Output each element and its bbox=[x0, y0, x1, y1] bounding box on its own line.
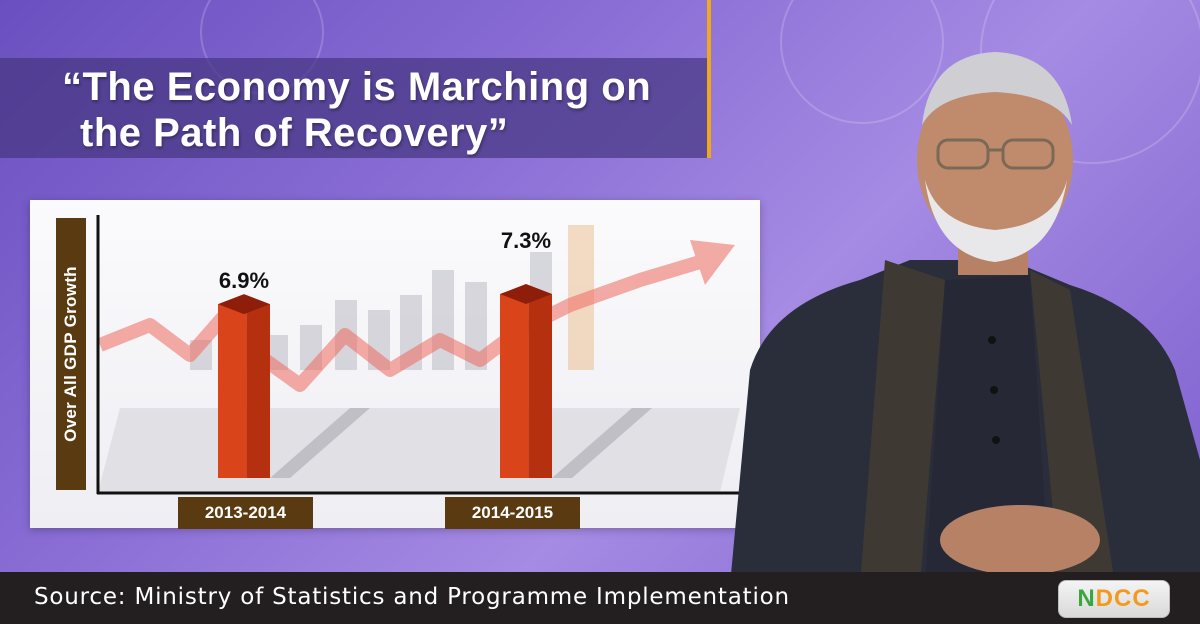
bar-side-face bbox=[246, 304, 270, 478]
bar-side-face bbox=[528, 294, 552, 478]
hair bbox=[922, 52, 1072, 125]
bar-front-face bbox=[218, 304, 247, 478]
data-label-2014-2015: 7.3% bbox=[500, 228, 552, 253]
bars-layer bbox=[218, 284, 652, 478]
bar-front-face bbox=[500, 294, 529, 478]
x-tick-label-2014-2015: 2014-2015 bbox=[445, 497, 580, 529]
bar-2013-2014 bbox=[218, 294, 370, 478]
headline: “The Economy is Marching on the Path of … bbox=[62, 64, 651, 156]
logo-rest: DCC bbox=[1095, 585, 1151, 612]
source-citation: Source: Ministry of Statistics and Progr… bbox=[34, 584, 790, 610]
data-label-2013-2014: 6.9% bbox=[218, 268, 270, 293]
bar-shadow bbox=[270, 408, 370, 478]
logo-first-letter: N bbox=[1077, 585, 1096, 612]
jacket-button bbox=[992, 436, 1000, 444]
glasses-right-lens bbox=[1001, 138, 1055, 170]
y-axis-label: Over All GDP Growth bbox=[61, 266, 80, 442]
headline-band bbox=[0, 58, 708, 158]
trend-arrow bbox=[97, 240, 735, 392]
bar-2014-2015 bbox=[500, 284, 652, 478]
portrait-illustration bbox=[730, 52, 1200, 585]
ndcc-logo: NDCC bbox=[1058, 580, 1170, 618]
chart-floor bbox=[98, 408, 740, 492]
bar-top-face bbox=[500, 284, 552, 305]
jacket-button bbox=[988, 336, 996, 344]
bar-shadow bbox=[552, 408, 652, 478]
decorative-bar bbox=[432, 270, 454, 370]
hands bbox=[940, 505, 1100, 575]
bar-top-face bbox=[218, 294, 270, 315]
x-tick-label-2013-2014: 2013-2014 bbox=[178, 497, 313, 529]
trend-line bbox=[97, 255, 703, 392]
glasses-left-lens bbox=[936, 138, 990, 170]
beard bbox=[925, 180, 1067, 262]
headline-line-1: “The Economy is Marching on bbox=[62, 65, 652, 109]
shawl-right bbox=[1030, 270, 1115, 585]
jacket-button bbox=[990, 386, 998, 394]
arrow-head bbox=[690, 240, 735, 285]
y-axis-label-box bbox=[56, 218, 86, 490]
accent-rule bbox=[707, 0, 711, 158]
headline-line-2: the Path of Recovery” bbox=[80, 111, 509, 155]
source-bar bbox=[0, 572, 1200, 624]
face bbox=[917, 68, 1073, 252]
shawl-left bbox=[860, 260, 945, 585]
